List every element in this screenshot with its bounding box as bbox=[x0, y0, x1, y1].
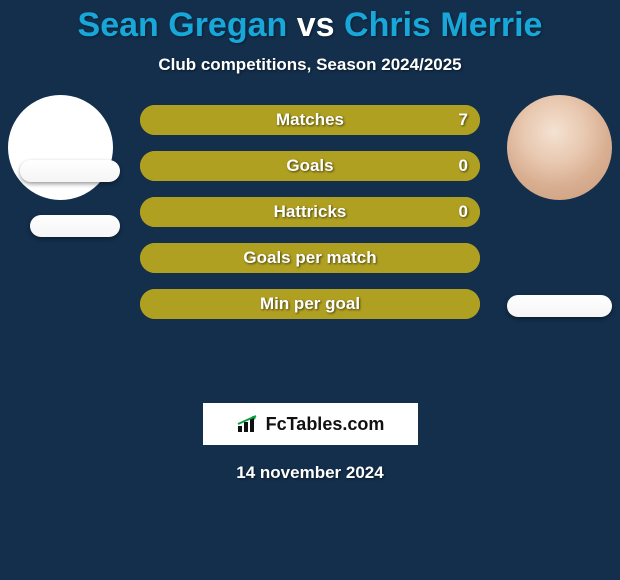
date-text: 14 november 2024 bbox=[0, 463, 620, 483]
stat-row-matches: Matches7 bbox=[140, 105, 480, 135]
bar-value-right: 7 bbox=[447, 105, 480, 135]
brand-logo-box[interactable]: FcTables.com bbox=[203, 403, 418, 445]
bar-label: Hattricks bbox=[140, 197, 480, 227]
bar-label: Goals per match bbox=[140, 243, 480, 273]
stat-row-min-per-goal: Min per goal bbox=[140, 289, 480, 319]
chart-icon bbox=[236, 414, 262, 434]
vs-text: vs bbox=[297, 6, 335, 44]
player1-avatar bbox=[8, 95, 113, 200]
player1-name: Sean Gregan bbox=[78, 6, 288, 44]
comparison-title: Sean Gregan vs Chris Merrie bbox=[0, 0, 620, 45]
player1-team-banner-2 bbox=[30, 215, 120, 237]
player1-avatar-placeholder bbox=[8, 95, 113, 200]
player1-team-banner-1 bbox=[20, 160, 120, 182]
bar-label: Matches bbox=[140, 105, 480, 135]
bar-value-right: 0 bbox=[447, 197, 480, 227]
player2-avatar-face bbox=[507, 95, 612, 200]
stat-row-hattricks: Hattricks0 bbox=[140, 197, 480, 227]
bar-label: Goals bbox=[140, 151, 480, 181]
player2-team-banner bbox=[507, 295, 612, 317]
comparison-arena: Matches7Goals0Hattricks0Goals per matchM… bbox=[0, 105, 620, 385]
stat-row-goals: Goals0 bbox=[140, 151, 480, 181]
bar-value-right: 0 bbox=[447, 151, 480, 181]
stat-row-goals-per-match: Goals per match bbox=[140, 243, 480, 273]
bar-label: Min per goal bbox=[140, 289, 480, 319]
player2-avatar bbox=[507, 95, 612, 200]
brand-name: FcTables.com bbox=[266, 414, 385, 435]
subtitle: Club competitions, Season 2024/2025 bbox=[0, 55, 620, 75]
player2-name: Chris Merrie bbox=[344, 6, 542, 44]
stat-bars: Matches7Goals0Hattricks0Goals per matchM… bbox=[140, 105, 480, 335]
